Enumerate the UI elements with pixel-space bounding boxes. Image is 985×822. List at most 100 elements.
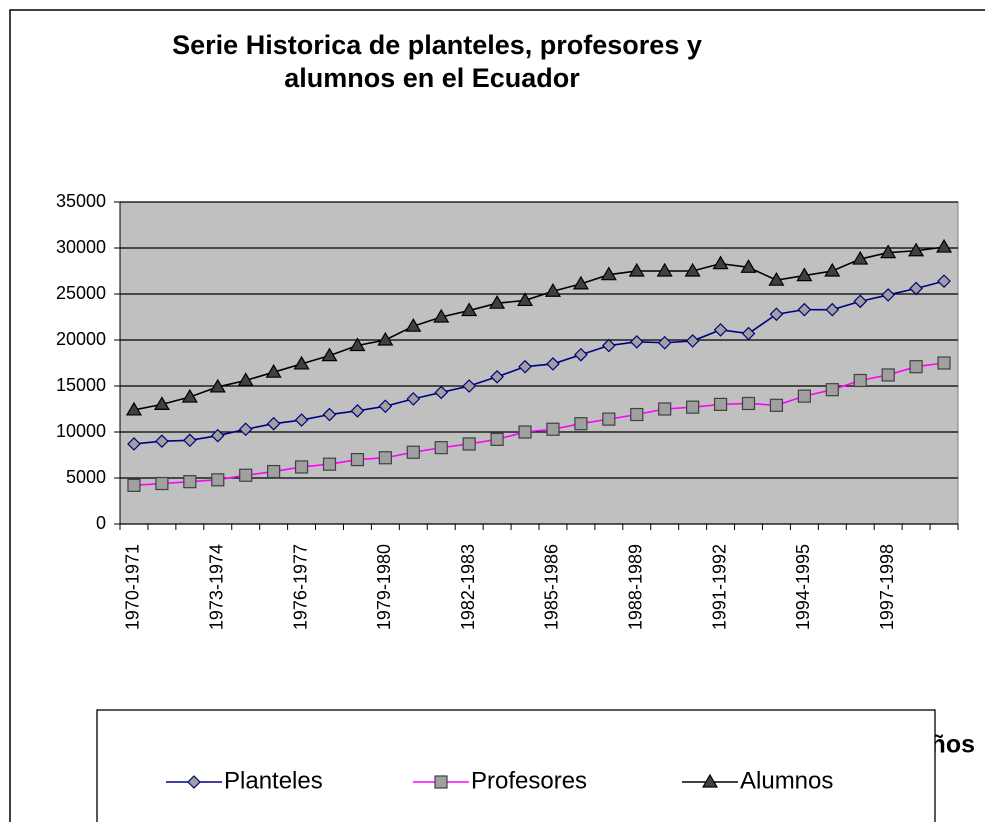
marker xyxy=(600,266,617,281)
marker xyxy=(880,244,897,259)
marker xyxy=(685,334,700,348)
marker xyxy=(658,402,672,416)
marker xyxy=(769,398,784,412)
plot-area xyxy=(119,201,959,525)
marker xyxy=(294,460,309,474)
chart-title: Serie Historica de planteles, profesores… xyxy=(172,30,702,60)
marker xyxy=(462,379,477,393)
marker xyxy=(350,403,365,418)
marker xyxy=(853,373,867,388)
marker xyxy=(909,360,923,374)
marker xyxy=(127,437,141,451)
marker xyxy=(209,378,226,393)
marker xyxy=(937,356,951,370)
marker xyxy=(684,262,701,277)
marker xyxy=(489,295,506,309)
marker xyxy=(797,389,811,403)
marker xyxy=(406,445,420,459)
marker xyxy=(824,262,841,277)
marker xyxy=(378,451,392,465)
marker xyxy=(546,422,560,436)
x-tick-label: 1991-1992 xyxy=(709,544,729,630)
y-tick-label: 35000 xyxy=(56,191,106,211)
marker xyxy=(127,478,141,492)
marker xyxy=(237,372,254,387)
marker xyxy=(293,355,310,370)
marker xyxy=(211,473,225,487)
marker xyxy=(187,775,201,789)
marker xyxy=(462,437,476,451)
marker xyxy=(629,334,644,349)
marker xyxy=(125,401,143,416)
legend-label: Planteles xyxy=(224,767,323,794)
marker xyxy=(294,413,309,427)
marker xyxy=(378,399,393,414)
y-tick-label: 5000 xyxy=(66,467,106,487)
x-tick-label: 1988-1989 xyxy=(626,544,646,630)
marker xyxy=(322,407,337,422)
marker xyxy=(267,464,281,479)
marker xyxy=(825,383,839,397)
chart-frame xyxy=(9,9,985,822)
marker xyxy=(852,250,869,265)
marker xyxy=(656,262,673,277)
x-tick-label: 1994-1995 xyxy=(793,544,813,630)
y-tick-label: 25000 xyxy=(56,283,106,303)
marker xyxy=(321,347,338,362)
marker xyxy=(909,281,923,296)
marker xyxy=(601,338,616,353)
marker xyxy=(657,335,672,350)
marker xyxy=(461,302,478,317)
x-tick-label: 1997-1998 xyxy=(877,544,897,630)
x-tick-label: 1976-1977 xyxy=(290,544,310,630)
marker xyxy=(713,397,728,411)
marker xyxy=(937,274,951,288)
marker xyxy=(769,307,784,322)
marker xyxy=(239,468,253,482)
legend-label: Alumnos xyxy=(740,767,833,794)
x-tick-label: 1979-1980 xyxy=(374,544,394,630)
marker xyxy=(153,396,170,410)
y-tick-label: 0 xyxy=(96,513,106,533)
marker xyxy=(630,407,644,422)
marker xyxy=(935,238,953,253)
marker xyxy=(628,262,645,277)
x-tick-label: 1985-1986 xyxy=(542,544,562,630)
marker xyxy=(518,359,532,374)
marker xyxy=(602,412,616,426)
marker xyxy=(741,326,756,341)
marker xyxy=(701,773,719,788)
marker xyxy=(853,294,868,309)
x-tick-label: 1973-1974 xyxy=(207,544,227,630)
marker xyxy=(434,441,448,455)
y-tick-label: 10000 xyxy=(56,421,106,441)
x-tick-label: 1982-1983 xyxy=(458,544,478,630)
marker xyxy=(572,275,589,290)
marker xyxy=(740,259,757,273)
marker xyxy=(574,347,588,362)
marker xyxy=(434,775,448,789)
marker xyxy=(322,457,337,471)
marker xyxy=(712,255,729,270)
marker xyxy=(181,388,198,403)
marker xyxy=(350,453,365,467)
marker xyxy=(490,369,504,384)
y-tick-label: 15000 xyxy=(56,375,106,395)
marker xyxy=(546,357,560,371)
marker xyxy=(349,337,366,352)
marker xyxy=(155,476,169,491)
chart-title: alumnos en el Ecuador xyxy=(284,63,580,93)
marker xyxy=(881,368,895,382)
marker xyxy=(182,433,197,448)
marker xyxy=(433,308,450,323)
marker xyxy=(183,475,197,489)
marker xyxy=(796,267,813,282)
marker xyxy=(825,302,840,317)
marker xyxy=(405,318,422,332)
marker xyxy=(574,417,588,431)
marker xyxy=(908,242,925,257)
marker xyxy=(265,364,282,378)
marker xyxy=(210,428,225,443)
marker xyxy=(741,396,756,411)
